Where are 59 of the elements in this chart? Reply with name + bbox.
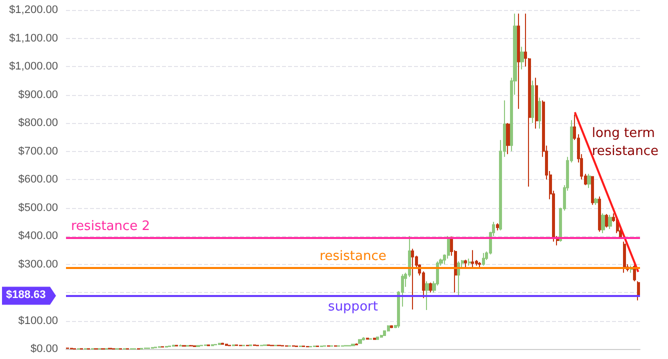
ref-line-label: resistance 2 [71,218,150,234]
candlestick [221,342,224,345]
candlestick [531,80,534,124]
y-tick-label: $800.00 [18,117,58,129]
candlestick [457,260,460,296]
candlestick [482,252,485,266]
candlestick [608,214,612,230]
candlestick [196,344,200,348]
candlestick [601,212,605,234]
candlestick [373,337,376,340]
candlestick [496,222,499,231]
y-tick-label: $1,000.00 [9,60,58,72]
y-tick-label: $1,200.00 [9,4,58,16]
candlestick [411,248,414,310]
candlestick [591,176,594,206]
candlestick [517,13,520,110]
candlestick [637,280,640,301]
candlestick [471,250,474,268]
candlestick [538,97,541,130]
candlestick [535,77,538,130]
y-tick-label: $0.00 [30,343,58,355]
candlestick [429,282,432,293]
y-tick-label: $700.00 [18,145,58,158]
candlestick [478,261,481,269]
candlestick [207,344,210,346]
y-tick-label: $300.00 [18,258,58,270]
candlestick [520,46,524,70]
ref-line-label: resistance [320,249,386,264]
candlestick [362,336,365,342]
series-label: long term resistance [592,126,660,159]
candlestick [605,213,608,228]
candlestick [376,336,379,340]
candlestick [383,330,386,337]
candlestick [387,324,390,332]
candlestick [425,280,429,311]
y-tick-label: $1,100.00 [9,32,58,44]
candlestick [351,343,355,346]
candlestick [211,344,214,346]
ref-line-label: support [328,299,378,314]
candlestick [587,173,591,188]
candlestick [218,342,221,346]
candlestick [464,259,467,268]
y-tick-label: $500.00 [18,202,58,214]
y-tick-label: $100.00 [18,314,58,327]
candlestick [172,344,175,347]
y-tick-label: $400.00 [18,230,58,242]
candlestick [623,241,626,274]
y-tick-label: $900.00 [18,88,58,101]
candlestick [358,338,362,344]
candlestick [594,197,598,206]
candlestick [468,258,471,266]
candlestick [225,343,228,346]
candlestick [506,122,510,155]
candlestick [179,344,182,347]
text: $188.63 [6,289,46,302]
candlestick [598,196,601,232]
candlestick [390,324,393,329]
candlestick [380,334,383,338]
y-tick-label: $600.00 [18,174,58,186]
